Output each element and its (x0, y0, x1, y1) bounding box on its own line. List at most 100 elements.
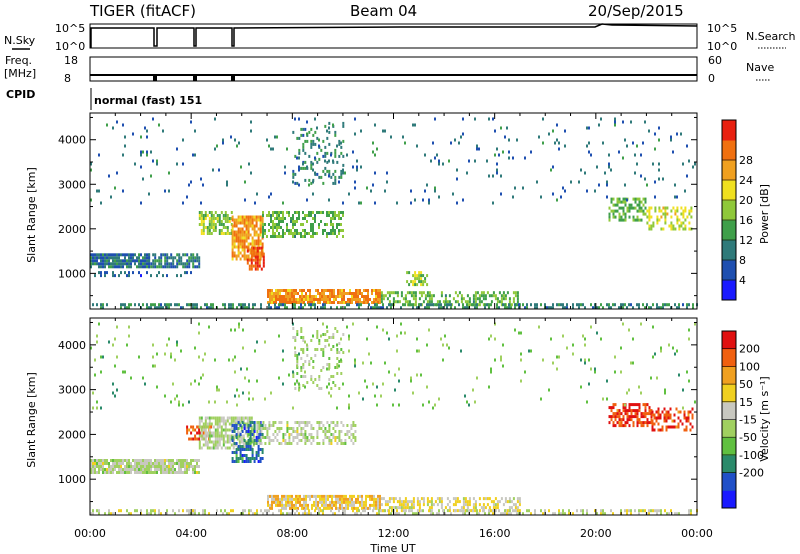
heat-cell (390, 135, 392, 139)
heat-cell (301, 506, 303, 510)
heat-cell (257, 215, 260, 219)
heat-cell (250, 246, 253, 250)
heat-cell (665, 428, 668, 432)
heat-cell (542, 358, 544, 362)
heat-cell (412, 123, 414, 127)
heat-cell (322, 232, 324, 235)
heat-cell (204, 431, 207, 435)
heat-cell (146, 262, 148, 266)
heat-cell (296, 217, 298, 220)
heat-cell (309, 289, 311, 292)
heat-cell (152, 509, 154, 513)
heat-cell (247, 224, 250, 228)
heat-cell (231, 257, 234, 261)
heat-cell (651, 413, 654, 417)
heat-cell (150, 306, 152, 310)
heat-cell (324, 430, 327, 433)
heat-cell (210, 217, 213, 220)
heat-cell (474, 159, 476, 163)
heat-cell (180, 462, 182, 465)
heat-cell (90, 162, 92, 166)
heat-cell (400, 500, 403, 504)
heat-cell (293, 289, 295, 292)
heat-cell (154, 512, 156, 516)
heat-cell (235, 442, 238, 445)
heat-cell (622, 303, 624, 307)
heat-cell (108, 259, 110, 263)
heat-cell (254, 512, 256, 516)
heat-cell (194, 468, 196, 471)
heat-cell (492, 503, 495, 507)
heat-cell (384, 189, 386, 193)
heat-cell (668, 224, 671, 228)
heat-cell (228, 512, 230, 516)
colorbar-tick-label: 8 (739, 254, 746, 267)
heat-cell (260, 306, 262, 310)
heat-cell (334, 217, 336, 220)
heat-cell (331, 503, 333, 507)
heat-cell (566, 303, 568, 307)
heat-cell (412, 303, 414, 307)
heat-cell (332, 381, 335, 384)
heat-cell (474, 303, 477, 307)
heat-cell (235, 460, 238, 463)
heat-cell (178, 303, 180, 307)
heat-cell (231, 242, 234, 246)
heat-cell (245, 239, 248, 243)
heat-cell (260, 427, 263, 430)
heat-cell (247, 227, 250, 231)
heat-cell (416, 337, 418, 341)
heat-cell (200, 201, 202, 205)
heat-cell (257, 239, 260, 243)
heat-cell (250, 437, 253, 441)
heat-cell (124, 253, 126, 257)
heat-cell (379, 503, 381, 507)
heat-cell (224, 422, 227, 426)
heat-cell (128, 271, 130, 275)
heat-cell (462, 198, 464, 202)
heat-cell (250, 120, 252, 124)
heat-cell (293, 503, 295, 507)
heat-cell (254, 349, 256, 353)
heat-cell (258, 246, 261, 250)
heat-cell (208, 220, 211, 223)
heat-cell (122, 253, 124, 257)
heat-cell (342, 424, 345, 427)
heat-cell (248, 391, 250, 395)
heat-cell (310, 142, 313, 146)
heat-cell (683, 428, 686, 432)
heat-cell (218, 437, 221, 441)
heat-cell (249, 233, 252, 237)
heat-cell (514, 306, 516, 310)
heat-cell (652, 303, 654, 307)
heat-cell (328, 121, 331, 125)
heat-cell (353, 298, 355, 301)
heat-cell (516, 300, 519, 304)
heat-cell (176, 162, 178, 166)
heat-cell (336, 372, 339, 375)
heat-cell (280, 509, 282, 513)
heat-cell (255, 451, 258, 454)
heat-cell (244, 303, 246, 307)
heat-cell (688, 159, 690, 163)
heat-cell (634, 197, 637, 201)
heat-cell (90, 265, 92, 269)
heat-cell (290, 217, 292, 220)
heat-cell (260, 267, 263, 271)
heat-cell (333, 301, 335, 304)
heat-cell (327, 503, 329, 507)
heat-cell (450, 303, 452, 307)
heat-cell (142, 265, 144, 269)
heat-cell (310, 375, 313, 378)
heat-cell (416, 512, 418, 516)
heat-cell (164, 459, 166, 462)
heat-cell (286, 430, 289, 433)
heat-cell (186, 271, 188, 275)
heat-cell (245, 460, 248, 463)
heat-cell (234, 355, 236, 359)
heat-cell (446, 303, 448, 307)
heat-cell (412, 280, 415, 284)
heat-cell (188, 465, 190, 468)
heat-cell (620, 418, 623, 422)
